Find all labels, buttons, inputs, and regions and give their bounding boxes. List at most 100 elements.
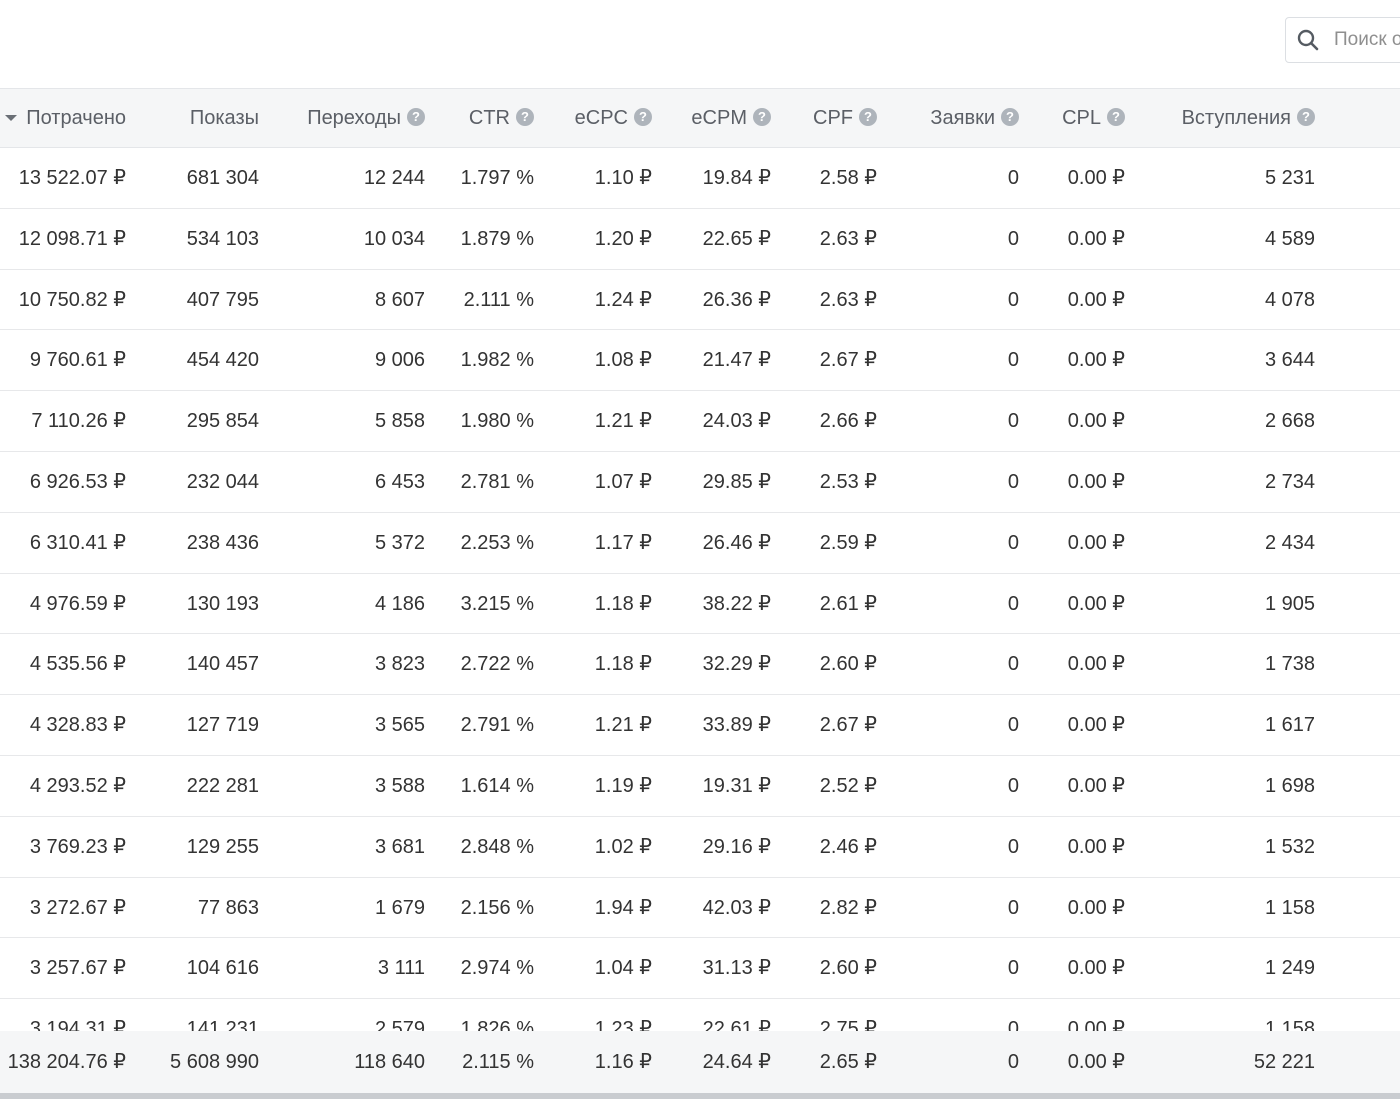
header-label: CPL (1062, 106, 1101, 129)
table-row[interactable]: 6 926.53 ₽ 232 044 6 453 2.781 % 1.07 ₽ 29.85… (0, 452, 1400, 513)
table-cell: 0 (1007, 288, 1019, 311)
table-cell: 1 679 (374, 896, 425, 919)
help-icon[interactable]: ? (859, 107, 877, 126)
table-cell: 21.47 ₽ (702, 349, 771, 372)
table-row[interactable]: 3 194.31 ₽ 141 231 2 579 1.826 % 1.23 ₽ 22.61… (0, 999, 1400, 1031)
table-cell: 1 158 (1264, 896, 1315, 919)
table-cell: 2.67 ₽ (819, 349, 877, 372)
table-cell: 0 (1007, 410, 1019, 433)
table-cell: 2 668 (1264, 410, 1315, 433)
table-cell: 0.00 ₽ (1067, 349, 1125, 372)
help-icon[interactable]: ? (516, 107, 534, 126)
header-joins[interactable]: Вступления ? (1182, 89, 1315, 147)
horizontal-scrollbar[interactable] (0, 1093, 1400, 1099)
table-cell: 0 (1007, 167, 1019, 189)
total-cell: 52 221 (1253, 1051, 1315, 1073)
table-cell: 0.00 ₽ (1067, 288, 1125, 311)
table-cell: 22.65 ₽ (702, 227, 771, 250)
table-cell: 0 (1007, 592, 1019, 615)
table-row[interactable]: 7 110.26 ₽ 295 854 5 858 1.980 % 1.21 ₽ 24.03… (0, 391, 1400, 452)
table-row[interactable]: 3 769.23 ₽ 129 255 3 681 2.848 % 1.02 ₽ 29.16… (0, 817, 1400, 878)
header-label: CPF (813, 106, 853, 129)
table-cell: 1.982 % (460, 349, 534, 372)
table-row[interactable]: 6 310.41 ₽ 238 436 5 372 2.253 % 1.17 ₽ 26.46… (0, 513, 1400, 574)
header-label: Переходы (307, 106, 401, 129)
table-cell: 141 231 (186, 1018, 259, 1031)
table-cell: 3 111 (377, 957, 425, 980)
table-cell: 0.00 ₽ (1067, 410, 1125, 433)
table-cell: 2.52 ₽ (819, 774, 877, 797)
help-icon[interactable]: ? (1297, 107, 1315, 126)
table-row[interactable]: 13 522.07 ₽ 681 304 12 244 1.797 % 1.10 ₽ 19.… (0, 148, 1400, 209)
table-cell: 0.00 ₽ (1067, 957, 1125, 980)
table-cell: 1.19 ₽ (594, 774, 652, 797)
table-row[interactable]: 3 257.67 ₽ 104 616 3 111 2.974 % 1.04 ₽ 31.13… (0, 938, 1400, 1000)
table-cell: 1.17 ₽ (594, 531, 652, 554)
search-box[interactable] (1285, 17, 1400, 63)
table-cell: 5 231 (1264, 167, 1315, 189)
table-cell: 140 457 (186, 653, 259, 676)
table-cell: 4 589 (1264, 227, 1315, 250)
header-spent[interactable]: Потрачено (5, 89, 126, 147)
table-cell: 32.29 ₽ (702, 653, 771, 676)
table-cell: 127 719 (186, 714, 259, 737)
header-ecpc[interactable]: eCPC ? (575, 89, 652, 147)
table-cell: 0 (1007, 714, 1019, 737)
header-clicks[interactable]: Переходы ? (307, 89, 425, 147)
header-cpl[interactable]: CPL ? (1062, 89, 1125, 147)
help-icon[interactable]: ? (1107, 107, 1125, 126)
table-cell: 0 (1007, 957, 1019, 980)
table-cell: 26.36 ₽ (702, 288, 771, 311)
table-cell: 3 823 (374, 653, 425, 676)
table-cell: 1.826 % (460, 1018, 534, 1031)
table-cell: 2.66 ₽ (819, 410, 877, 433)
search-input[interactable] (1334, 29, 1400, 51)
table-cell: 2.67 ₽ (819, 714, 877, 737)
table-cell: 9 760.61 ₽ (29, 349, 126, 372)
header-cpf[interactable]: CPF ? (813, 89, 877, 147)
table-cell: 2.46 ₽ (819, 835, 877, 858)
table-cell: 6 310.41 ₽ (29, 531, 126, 554)
table-row[interactable]: 10 750.82 ₽ 407 795 8 607 2.111 % 1.24 ₽ 26.3… (0, 270, 1400, 331)
table-body: 13 522.07 ₽ 681 304 12 244 1.797 % 1.10 ₽ 19.… (0, 148, 1400, 1031)
sort-desc-icon[interactable] (5, 115, 18, 121)
header-leads[interactable]: Заявки ? (930, 89, 1019, 147)
table-cell: 2.111 % (463, 288, 534, 311)
table-cell: 12 244 (363, 167, 425, 189)
total-cell: 0 (1007, 1051, 1019, 1073)
table-row[interactable]: 4 293.52 ₽ 222 281 3 588 1.614 % 1.19 ₽ 19.31… (0, 756, 1400, 817)
table-row[interactable]: 12 098.71 ₽ 534 103 10 034 1.879 % 1.20 ₽ 22.… (0, 209, 1400, 270)
table-cell: 10 750.82 ₽ (18, 288, 126, 311)
table-cell: 8 607 (374, 288, 425, 311)
table-cell: 454 420 (186, 349, 259, 372)
table-cell: 1.980 % (460, 410, 534, 433)
help-icon[interactable]: ? (1001, 107, 1019, 126)
help-icon[interactable]: ? (407, 107, 425, 126)
table-cell: 1 532 (1264, 835, 1315, 858)
table-cell: 3 194.31 ₽ (29, 1018, 126, 1031)
table-cell: 1 249 (1264, 957, 1315, 980)
table-row[interactable]: 4 976.59 ₽ 130 193 4 186 3.215 % 1.18 ₽ 38.22… (0, 574, 1400, 635)
table-cell: 29.16 ₽ (702, 835, 771, 858)
help-icon[interactable]: ? (634, 107, 652, 126)
total-cell: 118 640 (354, 1051, 425, 1073)
table-row[interactable]: 9 760.61 ₽ 454 420 9 006 1.982 % 1.08 ₽ 21.47… (0, 330, 1400, 392)
table-cell: 1 617 (1264, 714, 1315, 737)
table-cell: 3 769.23 ₽ (29, 835, 126, 858)
help-icon[interactable]: ? (753, 107, 771, 126)
table-cell: 1.02 ₽ (594, 835, 652, 858)
header-impressions[interactable]: Показы (190, 89, 259, 147)
table-cell: 4 328.83 ₽ (29, 714, 126, 737)
table-cell: 1.18 ₽ (594, 653, 652, 676)
total-cell: 2.65 ₽ (819, 1051, 877, 1073)
table-row[interactable]: 3 272.67 ₽ 77 863 1 679 2.156 % 1.94 ₽ 42.03 … (0, 878, 1400, 939)
table-row[interactable]: 4 535.56 ₽ 140 457 3 823 2.722 % 1.18 ₽ 32.29… (0, 634, 1400, 696)
table-totals-row: 138 204.76 ₽ 5 608 990 118 640 2.115 % 1.16 … (0, 1031, 1400, 1093)
table-cell: 3 681 (374, 835, 425, 858)
table-cell: 1 905 (1264, 592, 1315, 615)
table-cell: 2.848 % (460, 835, 534, 858)
header-ctr[interactable]: CTR ? (469, 89, 534, 147)
header-ecpm[interactable]: eCPM ? (691, 89, 771, 147)
table-row[interactable]: 4 328.83 ₽ 127 719 3 565 2.791 % 1.21 ₽ 33.89… (0, 695, 1400, 756)
table-cell: 295 854 (186, 410, 259, 433)
